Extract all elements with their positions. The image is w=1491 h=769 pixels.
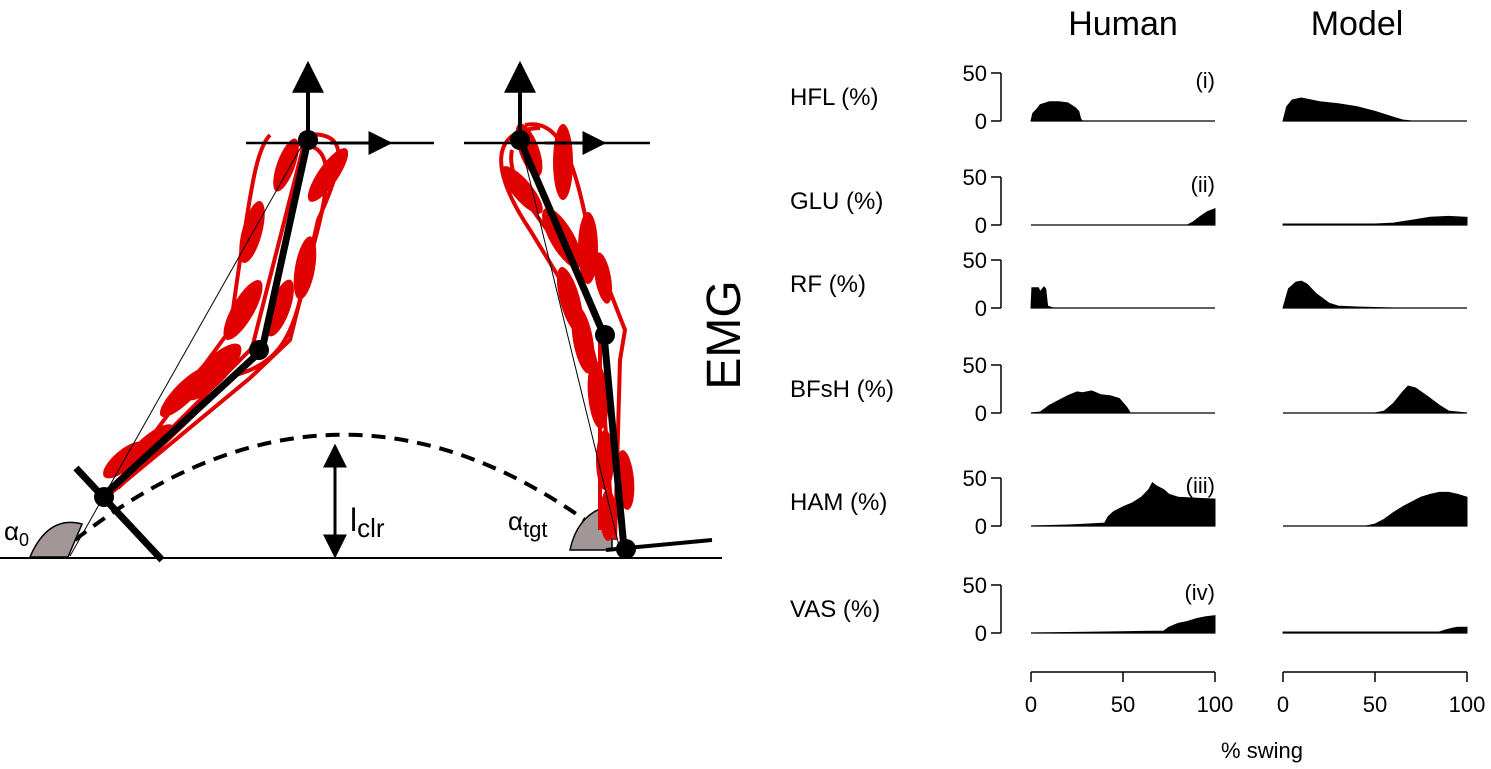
- y-tick-label: 50: [963, 353, 987, 378]
- leg-trailing: [69, 60, 434, 563]
- panel-tag: (ii): [1191, 172, 1215, 197]
- leg-target: [464, 60, 713, 559]
- emg-area-human: [1030, 101, 1215, 122]
- emg-area-human: [1030, 286, 1215, 309]
- x-tick-label: 50: [1111, 692, 1135, 717]
- y-tick-label: 0: [975, 296, 987, 321]
- ankle-joint: [94, 487, 114, 507]
- muscle-label: HAM (%): [790, 489, 887, 516]
- emg-area-model: [1282, 97, 1467, 122]
- leg-trailing-muscles: [103, 132, 349, 500]
- y-tick-label: 0: [975, 109, 987, 134]
- panel-tag: (iv): [1184, 580, 1215, 605]
- emg-area-human: [1030, 390, 1215, 414]
- knee-joint: [595, 325, 615, 345]
- y-tick-label: 50: [963, 248, 987, 273]
- emg-area-model: [1283, 385, 1468, 414]
- panel-tag: (iii): [1186, 473, 1215, 498]
- panel-tag: (i): [1195, 68, 1215, 93]
- x-tick-label: 50: [1363, 692, 1387, 717]
- y-tick-label: 0: [975, 401, 987, 426]
- emg-area-model: [1283, 491, 1468, 527]
- alphatgt-label: αtgt: [508, 506, 548, 542]
- column-title-model: Model: [1311, 5, 1404, 43]
- y-tick-label: 50: [963, 61, 987, 86]
- muscle-label: HFL (%): [790, 84, 878, 111]
- clearance-label: lclr: [350, 502, 385, 543]
- leg-trailing-foot: [73, 465, 165, 563]
- y-tick-label: 50: [963, 573, 987, 598]
- y-tick-label: 0: [975, 213, 987, 238]
- y-tick-label: 0: [975, 621, 987, 646]
- emg-area-human: [1030, 482, 1216, 527]
- ankle-joint: [616, 539, 636, 559]
- emg-area-model: [1282, 280, 1467, 309]
- knee-joint: [249, 340, 269, 360]
- y-tick-label: 0: [975, 514, 987, 539]
- x-tick-label: 100: [1449, 692, 1486, 717]
- swing-trajectory: [73, 432, 587, 542]
- emg-area-model: [1282, 215, 1468, 226]
- x-tick-label: 100: [1197, 692, 1234, 717]
- x-tick-label: 0: [1025, 692, 1037, 717]
- muscle-label: GLU (%): [790, 188, 883, 215]
- alpha0-wedge: [28, 521, 84, 558]
- emg-area-model: [1282, 626, 1468, 634]
- emg-chart: Human Model HFL (%) 0 50 (i) GLU (%) 0 50 (ii) R…: [790, 5, 1485, 763]
- x-axis-title: % swing: [1221, 738, 1303, 763]
- muscle-label: RF (%): [790, 271, 866, 298]
- muscle-label: VAS (%): [790, 596, 880, 623]
- emg-label: EMG: [698, 280, 751, 389]
- y-tick-label: 50: [963, 165, 987, 190]
- emg-area-human: [1031, 207, 1216, 226]
- x-tick-label: 0: [1277, 692, 1289, 717]
- emg-area-human: [1030, 615, 1216, 634]
- leg-diagram: lclr α0 αtgt: [0, 60, 722, 563]
- column-title-human: Human: [1068, 5, 1178, 43]
- muscle-label: BFsH (%): [790, 376, 894, 403]
- y-tick-label: 50: [963, 466, 987, 491]
- alpha0-label: α0: [4, 516, 29, 550]
